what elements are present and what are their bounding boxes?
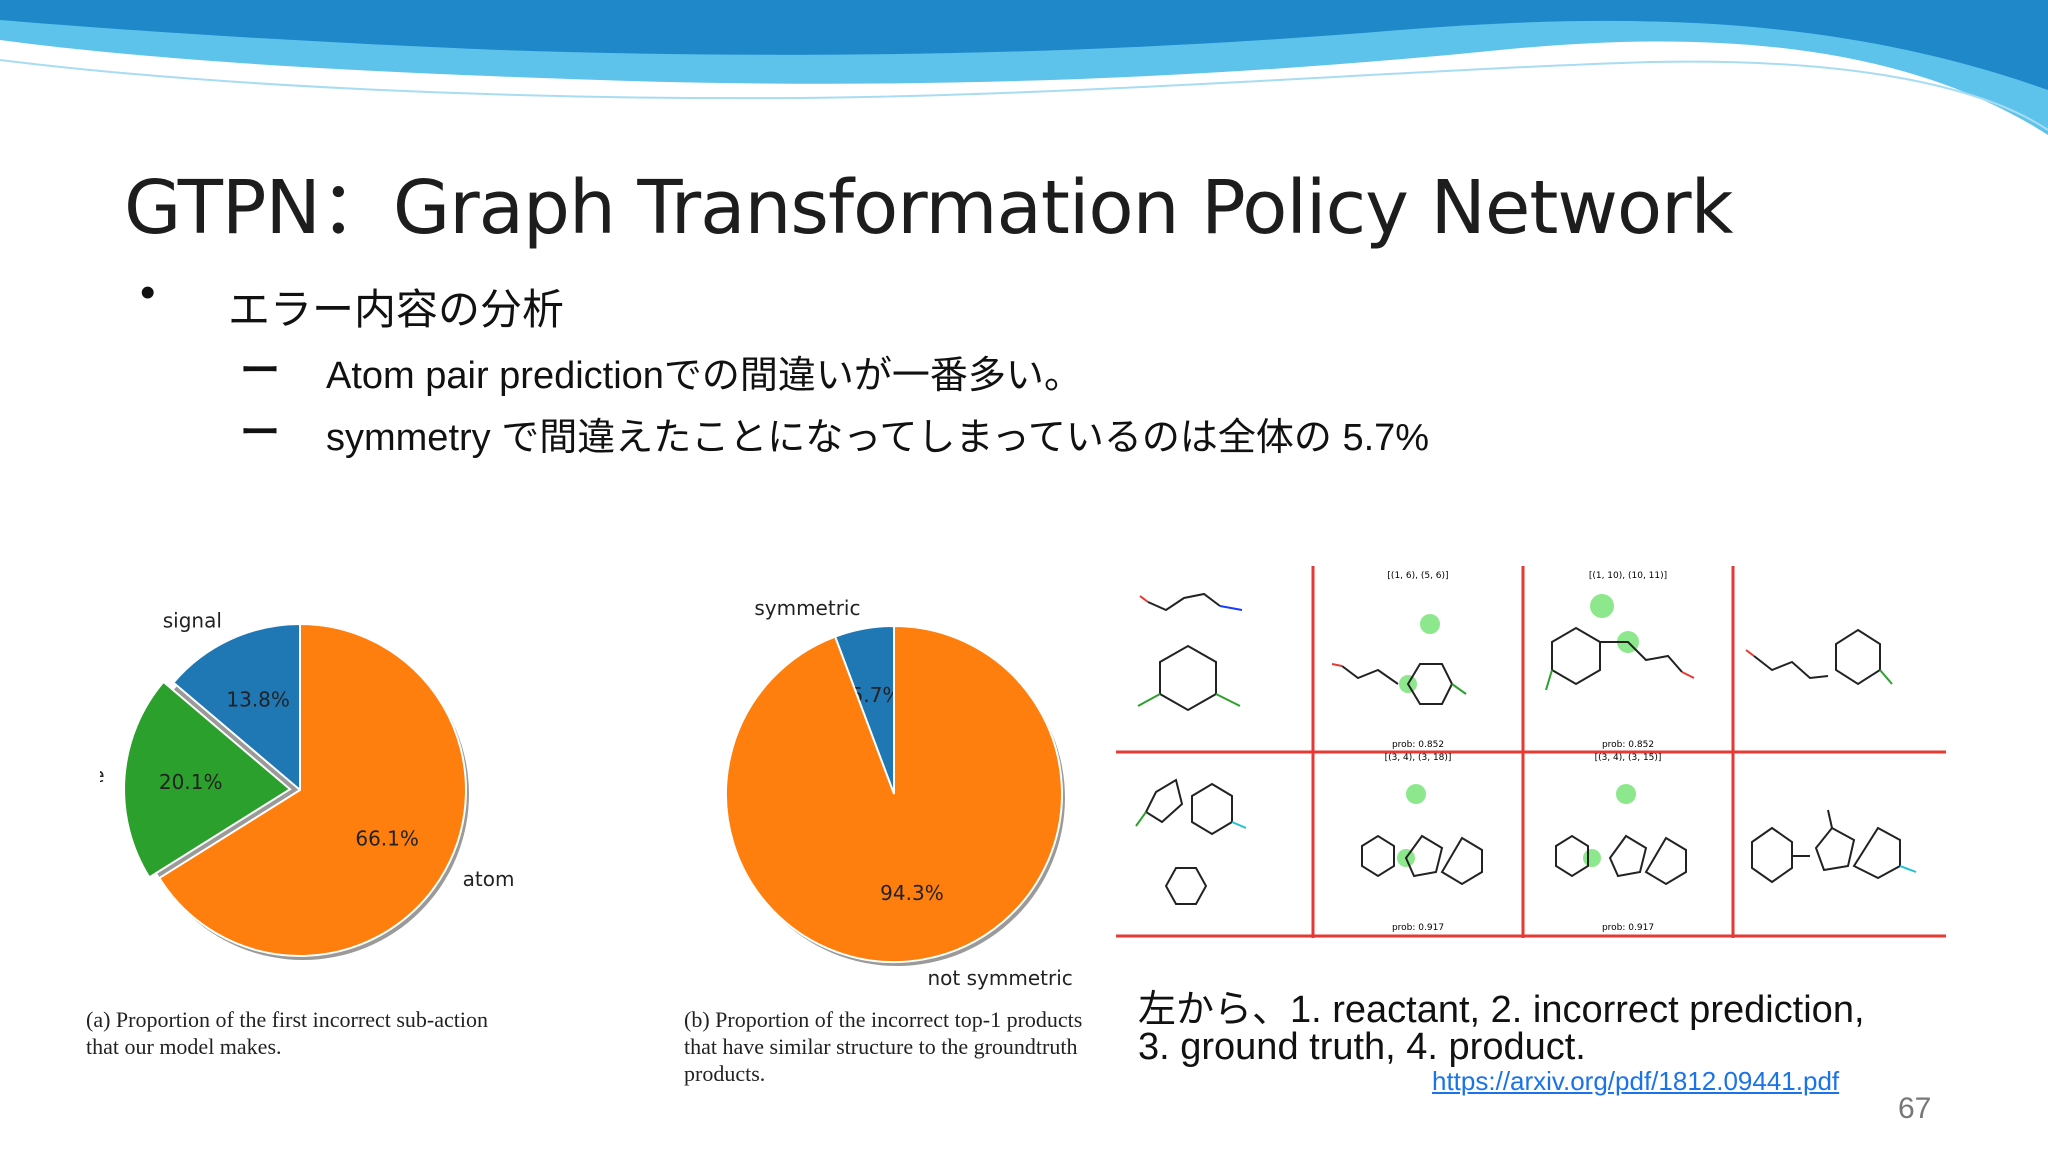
note-line: 3. ground truth, 4. product.: [1138, 1026, 1586, 1068]
caption-b-line: products.: [684, 1061, 766, 1086]
pie-percent-label: 13.8%: [226, 688, 290, 712]
sub-bullet-text: symmetry で間違えたことになってしまっているのは全体の 5.7%: [326, 417, 1430, 459]
molecule-reactant-1: [1137, 592, 1243, 712]
caption-b-line: (b) Proportion of the incorrect top-1 pr…: [684, 1007, 1083, 1032]
cell-header: [(1, 10), (10, 11)]: [1589, 571, 1667, 581]
cell-header: [(3, 4), (3, 18)]: [1385, 753, 1452, 763]
caption-b-line: that have similar structure to the groun…: [684, 1034, 1078, 1059]
molecule-comparison-grid: [(1, 6), (5, 6)] [(1, 10), (10, 11)] pro…: [1116, 566, 1946, 938]
sub-bullet-dash: ー: [240, 349, 280, 393]
note-line: 左から、1. reactant, 2. incorrect prediction…: [1138, 989, 1865, 1031]
cell-header: [(1, 6), (5, 6)]: [1387, 571, 1448, 581]
page-number: 67: [1898, 1092, 1932, 1125]
sub-bullet-text: Atom pair predictionでの間違いが一番多い。: [326, 355, 1082, 397]
source-link[interactable]: https://arxiv.org/pdf/1812.09441.pdf: [1432, 1066, 1840, 1096]
pie-slice-not-symmetric: [725, 624, 1063, 963]
molecule-product-1: [1745, 628, 1893, 686]
slide-title: GTPN：Graph Transformation Policy Network: [124, 165, 1733, 251]
pie-category-label: not symmetric: [928, 966, 1073, 990]
pie-chart-first-incorrect-subaction: 13.8% signal 20.1% bond type 66.1% atom pair: [100, 608, 520, 960]
pie-percent-label: 20.1%: [159, 770, 223, 794]
pie-category-label: signal: [163, 608, 222, 632]
pie-category-label: bond type: [100, 763, 105, 787]
molecule-incorrect-prediction-1: [1331, 614, 1467, 705]
cell-header: [(3, 4), (3, 15)]: [1595, 753, 1662, 763]
caption-a-line: (a) Proportion of the first incorrect su…: [86, 1007, 488, 1032]
pie-slice-signal: [172, 622, 301, 793]
caption-a: (a) Proportion of the first incorrect su…: [86, 1006, 488, 1060]
pie-percent-label: 94.3%: [880, 881, 944, 905]
cell-prob: prob: 0.852: [1392, 740, 1444, 750]
molecule-reactant-2: [1135, 778, 1247, 905]
molecule-ground-truth-1: [1545, 594, 1695, 691]
pie-slice-atom-pair: [157, 622, 467, 957]
caption-a-line: that our model makes.: [86, 1034, 282, 1059]
pie-slice-bond-type: [123, 680, 292, 879]
header-wave-decoration: [0, 0, 2048, 135]
cell-prob: prob: 0.852: [1602, 740, 1654, 750]
bullet-text: エラー内容の分析: [228, 286, 565, 333]
bullet-dot: •: [140, 268, 156, 317]
sub-bullet-dash: ー: [240, 411, 280, 455]
caption-b: (b) Proportion of the incorrect top-1 pr…: [684, 1006, 1082, 1087]
cell-prob: prob: 0.917: [1602, 923, 1654, 933]
molecule-incorrect-prediction-2: [1361, 784, 1483, 886]
pie-category-label: symmetric: [754, 596, 860, 620]
molecule-ground-truth-2: [1555, 784, 1687, 886]
cell-prob: prob: 0.917: [1392, 923, 1444, 933]
pie-percent-label: 66.1%: [355, 826, 419, 850]
pie-category-label: atom pair: [463, 867, 520, 891]
molecule-product-2: [1751, 809, 1917, 884]
